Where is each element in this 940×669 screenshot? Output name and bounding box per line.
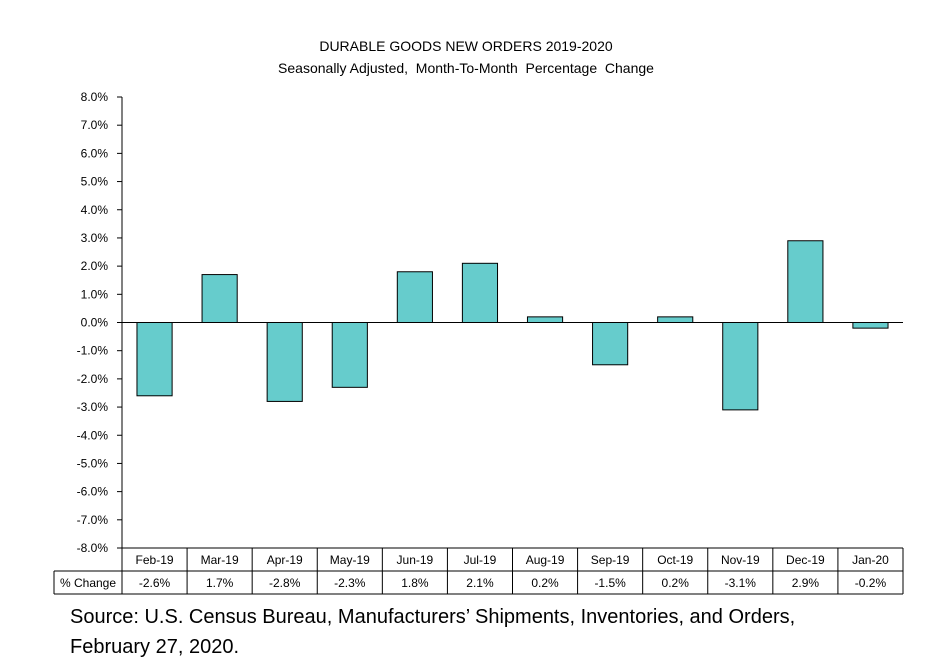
x-tick-label: Jan-20 bbox=[852, 553, 889, 567]
data-label: -3.1% bbox=[725, 576, 757, 590]
bar-aug-19 bbox=[526, 316, 564, 323]
data-label: 2.9% bbox=[792, 576, 820, 590]
y-tick-label: 3.0% bbox=[81, 231, 109, 245]
bar-apr-19 bbox=[266, 322, 303, 402]
x-tick-label: Apr-19 bbox=[267, 553, 303, 567]
data-label: -0.2% bbox=[855, 576, 887, 590]
y-tick-label: 1.0% bbox=[81, 287, 109, 301]
y-tick-label: 5.0% bbox=[81, 175, 109, 189]
bar-sep-19 bbox=[592, 322, 629, 366]
x-tick-label: Mar-19 bbox=[201, 553, 239, 567]
x-tick-label: Dec-19 bbox=[786, 553, 825, 567]
data-label: -2.6% bbox=[139, 576, 171, 590]
bar-mar-19 bbox=[201, 274, 238, 323]
chart-subtitle: Seasonally Adjusted, Month-To-Month Perc… bbox=[278, 60, 654, 76]
bar-jun-19 bbox=[396, 271, 433, 324]
data-table: Feb-19 Mar-19 Apr-19 May-19 Jun-19 Jul-19 Aug-… bbox=[53, 547, 904, 595]
y-tick-label: 7.0% bbox=[81, 118, 109, 132]
y-tick-label: 0.0% bbox=[81, 316, 109, 330]
x-tick-label: Sep-19 bbox=[591, 553, 630, 567]
y-tick-label: -5.0% bbox=[77, 456, 109, 470]
y-tick-label: 6.0% bbox=[81, 146, 109, 160]
y-tick-label: -3.0% bbox=[77, 400, 109, 414]
y-tick-label: -2.0% bbox=[77, 372, 109, 386]
bars bbox=[136, 240, 889, 411]
y-tick-label: 2.0% bbox=[81, 259, 109, 273]
bar-oct-19 bbox=[657, 316, 694, 323]
y-tick-label: -4.0% bbox=[77, 428, 109, 442]
data-label: 0.2% bbox=[662, 576, 690, 590]
x-tick-label: Feb-19 bbox=[136, 553, 174, 567]
x-tick-label: Nov-19 bbox=[721, 553, 760, 567]
x-tick-label: Oct-19 bbox=[657, 553, 693, 567]
x-tick-label: Jul-19 bbox=[464, 553, 497, 567]
y-tick-label: -1.0% bbox=[77, 344, 109, 358]
y-tick-label: -6.0% bbox=[77, 485, 109, 499]
chart-title: DURABLE GOODS NEW ORDERS 2019-2020 bbox=[319, 38, 613, 54]
data-label: 1.8% bbox=[401, 576, 429, 590]
data-label: -2.3% bbox=[334, 576, 366, 590]
y-tick-label: -7.0% bbox=[77, 513, 109, 527]
bar-feb-19 bbox=[136, 322, 173, 397]
data-label: -1.5% bbox=[594, 576, 626, 590]
y-axis: 8.0% 7.0% 6.0% 5.0% 4.0% 3.0% 2.0% 1.0% 0.0% -1.0… bbox=[77, 90, 123, 555]
y-tick-label: 4.0% bbox=[81, 203, 109, 217]
y-tick-label: -8.0% bbox=[77, 541, 109, 555]
bar-jan-20 bbox=[852, 322, 889, 329]
bar-nov-19 bbox=[722, 322, 759, 411]
table-row-label: % Change bbox=[60, 576, 116, 590]
data-label: 1.7% bbox=[206, 576, 234, 590]
x-tick-label: May-19 bbox=[330, 553, 370, 567]
source-line-2: February 27, 2020. bbox=[70, 636, 239, 658]
data-label: 0.2% bbox=[531, 576, 559, 590]
bar-may-19 bbox=[331, 322, 368, 388]
data-label: 2.1% bbox=[466, 576, 494, 590]
x-tick-label: Jun-19 bbox=[397, 553, 434, 567]
data-label: -2.8% bbox=[269, 576, 301, 590]
bar-jul-19 bbox=[461, 262, 499, 323]
source-line-1: Source: U.S. Census Bureau, Manufacturer… bbox=[70, 606, 795, 628]
x-tick-label: Aug-19 bbox=[526, 553, 565, 567]
bar-dec-19 bbox=[787, 240, 824, 324]
y-tick-label: 8.0% bbox=[81, 90, 109, 104]
